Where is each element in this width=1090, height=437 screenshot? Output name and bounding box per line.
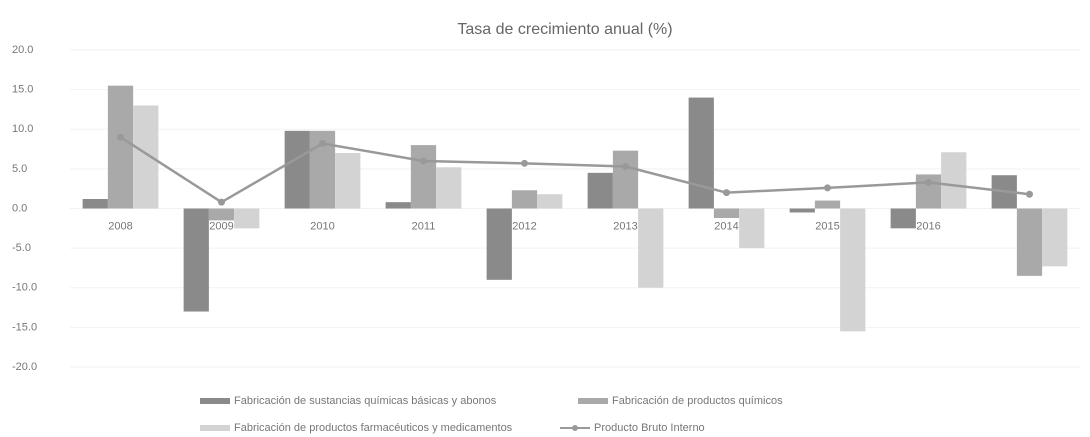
bar (183, 208, 209, 312)
bar (410, 145, 437, 209)
bar (537, 194, 563, 209)
legend-swatch (578, 398, 608, 404)
x-tick-label: 2015 (815, 220, 839, 232)
bar (1016, 208, 1043, 276)
bar (107, 85, 134, 209)
line (119, 136, 1030, 204)
bar (208, 208, 235, 221)
line-marker (319, 140, 326, 148)
bar (234, 208, 260, 229)
bar (814, 200, 841, 209)
x-tick-label: 2011 (412, 220, 436, 232)
x-tick-label: 2008 (108, 220, 132, 232)
legend-swatch (200, 398, 230, 404)
bar (840, 208, 866, 332)
bar (335, 153, 361, 209)
legend-label: Producto Bruto Interno (594, 422, 705, 434)
y-tick-label: -20.0 (12, 361, 37, 373)
legend-label: Fabricación de productos químicos (612, 395, 783, 407)
y-tick-label: 10.0 (12, 123, 33, 135)
legend-swatch (572, 425, 578, 431)
line-marker (420, 157, 427, 165)
y-tick-label: -5.0 (12, 242, 31, 254)
bar (688, 97, 714, 209)
y-tick-label: 5.0 (12, 163, 27, 175)
line-marker (117, 133, 124, 141)
x-tick-label: 2016 (916, 220, 940, 232)
x-tick-label: 2014 (714, 220, 738, 232)
x-tick-label: 2010 (310, 220, 334, 232)
x-tick-label: 2012 (512, 220, 536, 232)
legend-label: Fabricación de productos farmacéuticos y… (234, 422, 513, 434)
bar (789, 208, 815, 213)
bar (612, 150, 639, 209)
legend-swatch (200, 425, 230, 431)
bar (82, 198, 108, 209)
line-marker (521, 159, 528, 167)
y-tick-label: 0.0 (12, 202, 27, 214)
bar (486, 208, 512, 280)
x-tick-label: 2013 (613, 220, 637, 232)
legend-label: Fabricación de sustancias químicas básic… (234, 395, 497, 407)
y-tick-label: 20.0 (12, 44, 33, 56)
bar (436, 167, 462, 209)
line-marker (1026, 190, 1033, 198)
chart-title: Tasa de crecimiento anual (%) (457, 21, 672, 38)
bar (941, 152, 967, 209)
bar (587, 172, 613, 209)
line-marker (824, 184, 831, 192)
bar (890, 208, 916, 229)
line-marker (622, 162, 629, 170)
bar (713, 208, 740, 219)
bar (511, 190, 538, 209)
line-marker (218, 198, 225, 206)
bar (133, 105, 159, 209)
bar (1042, 208, 1068, 267)
bar (739, 208, 765, 249)
y-tick-label: -10.0 (12, 282, 37, 294)
y-tick-label: 15.0 (12, 84, 33, 96)
line-marker (723, 189, 730, 197)
bar (284, 130, 310, 209)
bar (385, 202, 411, 209)
x-tick-label: 2009 (209, 220, 233, 232)
bar (638, 208, 664, 288)
y-tick-label: -15.0 (12, 321, 37, 333)
line-marker (925, 178, 932, 186)
